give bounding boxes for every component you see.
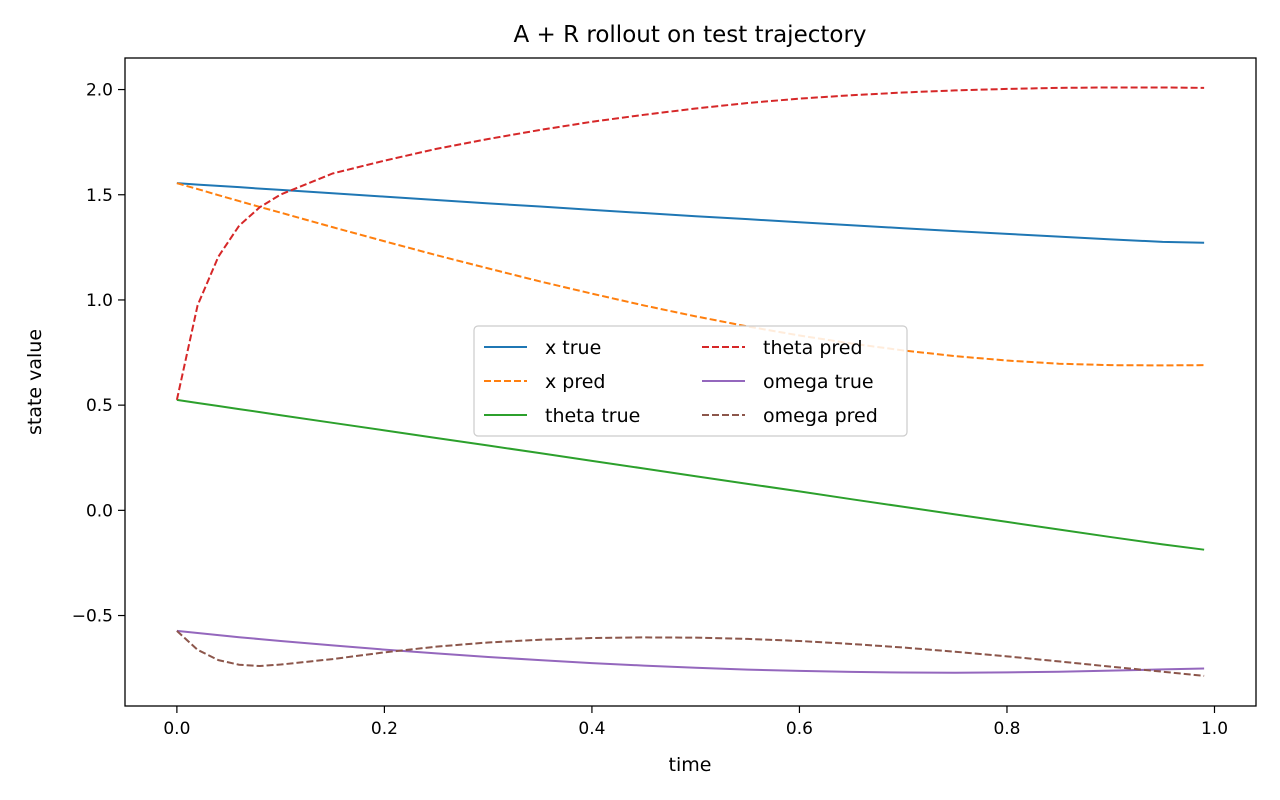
series-line-omega-true <box>176 629 1205 674</box>
series-layer <box>175 86 1205 677</box>
y-tick-label: 1.5 <box>86 186 113 206</box>
legend-label-x-pred: x pred <box>545 371 606 393</box>
y-tick-label: −0.5 <box>72 607 113 627</box>
legend-label-theta-pred: theta pred <box>763 337 863 359</box>
chart-title: A + R rollout on test trajectory <box>513 22 866 48</box>
x-tick-label: 0.4 <box>578 719 605 739</box>
y-tick-label: 0.5 <box>86 396 113 416</box>
series-line-x-true <box>176 182 1205 244</box>
legend-label-x-true: x true <box>545 337 601 359</box>
x-tick-label: 0.0 <box>163 719 190 739</box>
y-axis: −0.5 0.0 0.5 1.0 1.5 2.0 <box>72 81 125 627</box>
x-tick-label: 0.6 <box>786 719 813 739</box>
x-tick-label: 0.8 <box>993 719 1020 739</box>
legend: x true x pred theta true theta pred omega tr… <box>473 325 908 437</box>
x-tick-label: 0.2 <box>371 719 398 739</box>
legend-frame <box>473 325 908 437</box>
legend-label-omega-pred: omega pred <box>763 405 878 427</box>
legend-label-omega-true: omega true <box>763 371 874 393</box>
y-tick-label: 1.0 <box>86 291 113 311</box>
y-tick-label: 0.0 <box>86 501 113 521</box>
y-tick-label: 2.0 <box>86 81 113 101</box>
plot-frame <box>124 57 1257 707</box>
legend-label-theta-true: theta true <box>545 405 640 427</box>
x-axis-label: time <box>669 754 712 776</box>
series-line-omega-pred <box>176 630 1205 677</box>
series-line-x-pred <box>176 182 1205 367</box>
y-axis-label: state value <box>24 329 46 435</box>
series-line-theta-true <box>176 398 1205 551</box>
x-axis: 0.0 0.2 0.4 0.6 0.8 1.0 <box>163 706 1228 739</box>
series-line-theta-pred <box>175 86 1205 401</box>
x-tick-label: 1.0 <box>1201 719 1228 739</box>
